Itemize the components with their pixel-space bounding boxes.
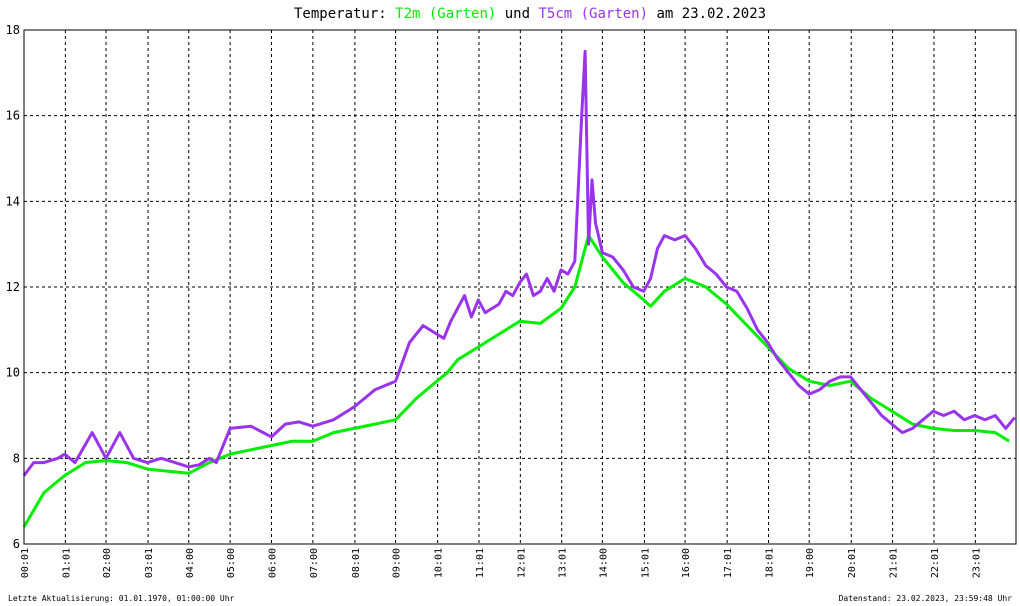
y-tick-label: 16 [6,109,20,123]
x-tick-label: 22:01 [930,548,941,578]
y-axis: 6 8 10 12 14 16 18 [6,23,20,551]
y-tick-label: 8 [13,451,20,465]
x-tick-label: 03:01 [144,548,155,578]
x-tick-label: 00:01 [20,548,31,578]
x-tick-label: 17:01 [723,548,734,578]
x-tick-label: 23:01 [971,548,982,578]
x-tick-label: 11:01 [475,548,486,578]
series-line-t2m [22,234,1010,528]
x-tick-label: 12:01 [516,548,527,578]
footer-data-status: Datenstand: 23.02.2023, 23:59:48 Uhr [839,594,1013,603]
chart-title: Temperatur: T2m (Garten) und T5cm (Garte… [294,6,766,22]
x-tick-label: 14:00 [598,548,609,578]
title-suffix: am 23.02.2023 [648,6,766,22]
title-joiner: und [496,6,538,22]
x-tick-label: 06:00 [267,548,278,578]
x-tick-label: 18:01 [765,548,776,578]
series-lines [22,49,1016,528]
x-tick-label: 10:01 [434,548,445,578]
x-axis: 00:01 01:01 02:00 03:01 04:00 05:00 06:00 07:00… [20,548,982,578]
title-series1-label: T2m (Garten) [395,6,496,22]
x-tick-label: 05:00 [226,548,237,578]
x-tick-label: 13:01 [558,548,569,578]
y-tick-label: 12 [6,280,20,294]
x-tick-label: 21:01 [889,548,900,578]
y-tick-label: 10 [6,366,20,380]
x-tick-label: 04:00 [185,548,196,578]
y-tick-label: 6 [13,537,20,551]
footer-last-update: Letzte Aktualisierung: 01.01.1970, 01:00… [8,594,235,603]
title-prefix: Temperatur: [294,6,395,22]
title-series2-label: T5cm (Garten) [538,6,648,22]
grid [24,30,1016,544]
x-tick-label: 09:00 [392,548,403,578]
x-tick-label: 20:01 [847,548,858,578]
x-tick-label: 02:00 [102,548,113,578]
x-tick-label: 08:01 [351,548,362,578]
x-tick-label: 16:00 [681,548,692,578]
x-tick-label: 19:00 [805,548,816,578]
x-tick-label: 15:01 [640,548,651,578]
plot-frame [23,29,1017,545]
y-tick-label: 14 [6,194,20,208]
series-line-t5cm [22,49,1016,477]
x-tick-label: 07:00 [309,548,320,578]
y-tick-label: 18 [6,23,20,37]
x-tick-label: 01:01 [61,548,72,578]
